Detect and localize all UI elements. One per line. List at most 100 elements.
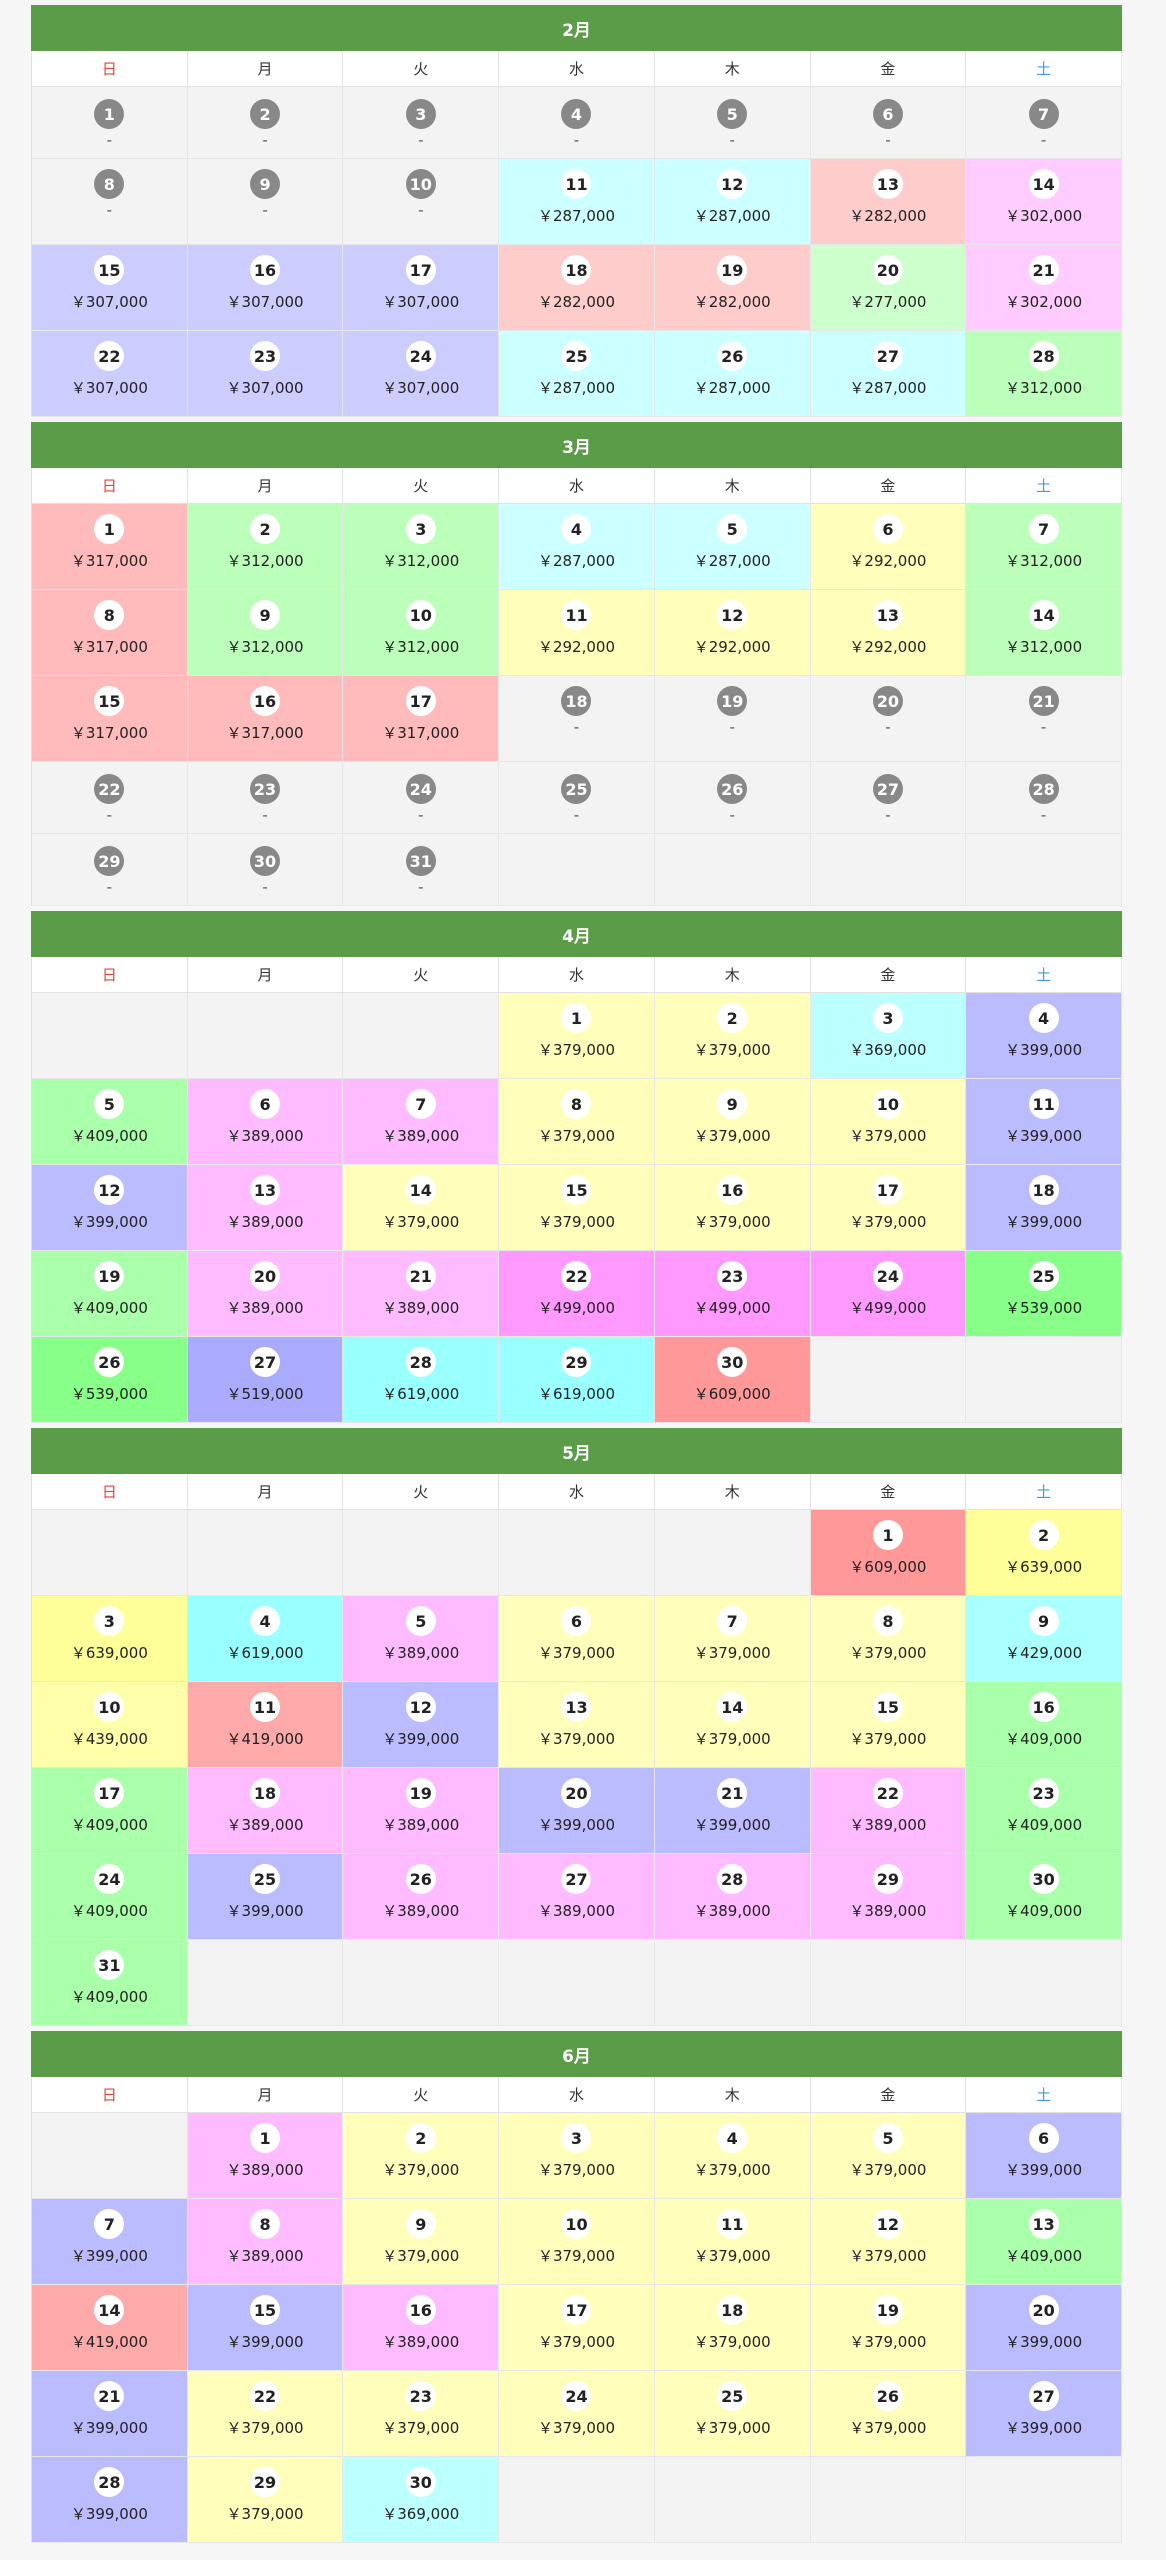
day-cell[interactable]: 16 ￥307,000 xyxy=(187,245,344,331)
day-cell[interactable]: 18 ￥399,000 xyxy=(966,1165,1122,1251)
day-cell[interactable]: 13 ￥282,000 xyxy=(810,159,967,245)
day-cell[interactable]: 3 ￥639,000 xyxy=(32,1596,188,1682)
day-cell[interactable]: 16 ￥389,000 xyxy=(343,2285,500,2371)
day-cell[interactable]: 30 ￥409,000 xyxy=(966,1854,1122,1940)
day-cell[interactable]: 12 ￥399,000 xyxy=(32,1165,188,1251)
day-cell[interactable]: 29 ￥619,000 xyxy=(499,1337,655,1423)
day-cell[interactable]: 25 ￥287,000 xyxy=(499,331,655,417)
day-cell[interactable]: 5 ￥287,000 xyxy=(654,504,811,590)
day-cell[interactable]: 1 ￥609,000 xyxy=(810,1510,967,1596)
day-cell[interactable]: 5 ￥379,000 xyxy=(810,2113,967,2199)
day-cell[interactable]: 3 ￥312,000 xyxy=(343,504,500,590)
day-cell[interactable]: 31 ￥409,000 xyxy=(32,1940,188,2026)
day-cell[interactable]: 28 ￥399,000 xyxy=(32,2457,188,2543)
day-cell[interactable]: 20 ￥277,000 xyxy=(810,245,967,331)
day-cell[interactable]: 9 ￥379,000 xyxy=(343,2199,500,2285)
day-cell[interactable]: 24 ￥307,000 xyxy=(343,331,500,417)
day-cell[interactable]: 4 ￥379,000 xyxy=(654,2113,811,2199)
day-cell[interactable]: 7 ￥379,000 xyxy=(654,1596,811,1682)
day-cell[interactable]: 15 ￥399,000 xyxy=(187,2285,344,2371)
day-cell[interactable]: 13 ￥409,000 xyxy=(966,2199,1122,2285)
day-cell[interactable]: 6 ￥399,000 xyxy=(966,2113,1122,2199)
day-cell[interactable]: 17 ￥409,000 xyxy=(32,1768,188,1854)
day-cell[interactable]: 29 ￥389,000 xyxy=(810,1854,967,1940)
day-cell[interactable]: 17 ￥307,000 xyxy=(343,245,500,331)
day-cell[interactable]: 8 ￥317,000 xyxy=(32,590,188,676)
day-cell[interactable]: 12 ￥287,000 xyxy=(654,159,811,245)
day-cell[interactable]: 11 ￥419,000 xyxy=(187,1682,344,1768)
day-cell[interactable]: 22 ￥379,000 xyxy=(187,2371,344,2457)
day-cell[interactable]: 21 ￥302,000 xyxy=(966,245,1122,331)
day-cell[interactable]: 23 ￥379,000 xyxy=(343,2371,500,2457)
day-cell[interactable]: 5 ￥409,000 xyxy=(32,1079,188,1165)
day-cell[interactable]: 9 ￥379,000 xyxy=(654,1079,811,1165)
day-cell[interactable]: 19 ￥282,000 xyxy=(654,245,811,331)
day-cell[interactable]: 18 ￥282,000 xyxy=(499,245,655,331)
day-cell[interactable]: 17 ￥379,000 xyxy=(810,1165,967,1251)
day-cell[interactable]: 12 ￥399,000 xyxy=(343,1682,500,1768)
day-cell[interactable]: 21 ￥399,000 xyxy=(654,1768,811,1854)
day-cell[interactable]: 20 ￥399,000 xyxy=(966,2285,1122,2371)
day-cell[interactable]: 22 ￥499,000 xyxy=(499,1251,655,1337)
day-cell[interactable]: 9 ￥429,000 xyxy=(966,1596,1122,1682)
day-cell[interactable]: 11 ￥292,000 xyxy=(499,590,655,676)
day-cell[interactable]: 28 ￥389,000 xyxy=(654,1854,811,1940)
day-cell[interactable]: 5 ￥389,000 xyxy=(343,1596,500,1682)
day-cell[interactable]: 21 ￥399,000 xyxy=(32,2371,188,2457)
day-cell[interactable]: 6 ￥389,000 xyxy=(187,1079,344,1165)
day-cell[interactable]: 23 ￥499,000 xyxy=(654,1251,811,1337)
day-cell[interactable]: 11 ￥399,000 xyxy=(966,1079,1122,1165)
day-cell[interactable]: 26 ￥389,000 xyxy=(343,1854,500,1940)
day-cell[interactable]: 25 ￥379,000 xyxy=(654,2371,811,2457)
day-cell[interactable]: 20 ￥399,000 xyxy=(499,1768,655,1854)
day-cell[interactable]: 14 ￥419,000 xyxy=(32,2285,188,2371)
day-cell[interactable]: 11 ￥379,000 xyxy=(654,2199,811,2285)
day-cell[interactable]: 2 ￥639,000 xyxy=(966,1510,1122,1596)
day-cell[interactable]: 14 ￥379,000 xyxy=(654,1682,811,1768)
day-cell[interactable]: 23 ￥307,000 xyxy=(187,331,344,417)
day-cell[interactable]: 13 ￥292,000 xyxy=(810,590,967,676)
day-cell[interactable]: 17 ￥379,000 xyxy=(499,2285,655,2371)
day-cell[interactable]: 11 ￥287,000 xyxy=(499,159,655,245)
day-cell[interactable]: 10 ￥379,000 xyxy=(810,1079,967,1165)
day-cell[interactable]: 30 ￥369,000 xyxy=(343,2457,500,2543)
day-cell[interactable]: 10 ￥379,000 xyxy=(499,2199,655,2285)
day-cell[interactable]: 24 ￥409,000 xyxy=(32,1854,188,1940)
day-cell[interactable]: 6 ￥379,000 xyxy=(499,1596,655,1682)
day-cell[interactable]: 12 ￥379,000 xyxy=(810,2199,967,2285)
day-cell[interactable]: 19 ￥389,000 xyxy=(343,1768,500,1854)
day-cell[interactable]: 16 ￥317,000 xyxy=(187,676,344,762)
day-cell[interactable]: 19 ￥379,000 xyxy=(810,2285,967,2371)
day-cell[interactable]: 22 ￥389,000 xyxy=(810,1768,967,1854)
day-cell[interactable]: 2 ￥379,000 xyxy=(343,2113,500,2199)
day-cell[interactable]: 10 ￥439,000 xyxy=(32,1682,188,1768)
day-cell[interactable]: 18 ￥379,000 xyxy=(654,2285,811,2371)
day-cell[interactable]: 13 ￥379,000 xyxy=(499,1682,655,1768)
day-cell[interactable]: 1 ￥379,000 xyxy=(499,993,655,1079)
day-cell[interactable]: 7 ￥399,000 xyxy=(32,2199,188,2285)
day-cell[interactable]: 8 ￥379,000 xyxy=(499,1079,655,1165)
day-cell[interactable]: 1 ￥389,000 xyxy=(187,2113,344,2199)
day-cell[interactable]: 25 ￥399,000 xyxy=(187,1854,344,1940)
day-cell[interactable]: 16 ￥379,000 xyxy=(654,1165,811,1251)
day-cell[interactable]: 27 ￥399,000 xyxy=(966,2371,1122,2457)
day-cell[interactable]: 26 ￥287,000 xyxy=(654,331,811,417)
day-cell[interactable]: 3 ￥369,000 xyxy=(810,993,967,1079)
day-cell[interactable]: 16 ￥409,000 xyxy=(966,1682,1122,1768)
day-cell[interactable]: 9 ￥312,000 xyxy=(187,590,344,676)
day-cell[interactable]: 25 ￥539,000 xyxy=(966,1251,1122,1337)
day-cell[interactable]: 15 ￥379,000 xyxy=(810,1682,967,1768)
day-cell[interactable]: 14 ￥302,000 xyxy=(966,159,1122,245)
day-cell[interactable]: 29 ￥379,000 xyxy=(187,2457,344,2543)
day-cell[interactable]: 4 ￥619,000 xyxy=(187,1596,344,1682)
day-cell[interactable]: 18 ￥389,000 xyxy=(187,1768,344,1854)
day-cell[interactable]: 17 ￥317,000 xyxy=(343,676,500,762)
day-cell[interactable]: 21 ￥389,000 xyxy=(343,1251,500,1337)
day-cell[interactable]: 4 ￥287,000 xyxy=(499,504,655,590)
day-cell[interactable]: 19 ￥409,000 xyxy=(32,1251,188,1337)
day-cell[interactable]: 4 ￥399,000 xyxy=(966,993,1122,1079)
day-cell[interactable]: 3 ￥379,000 xyxy=(499,2113,655,2199)
day-cell[interactable]: 30 ￥609,000 xyxy=(654,1337,811,1423)
day-cell[interactable]: 12 ￥292,000 xyxy=(654,590,811,676)
day-cell[interactable]: 26 ￥379,000 xyxy=(810,2371,967,2457)
